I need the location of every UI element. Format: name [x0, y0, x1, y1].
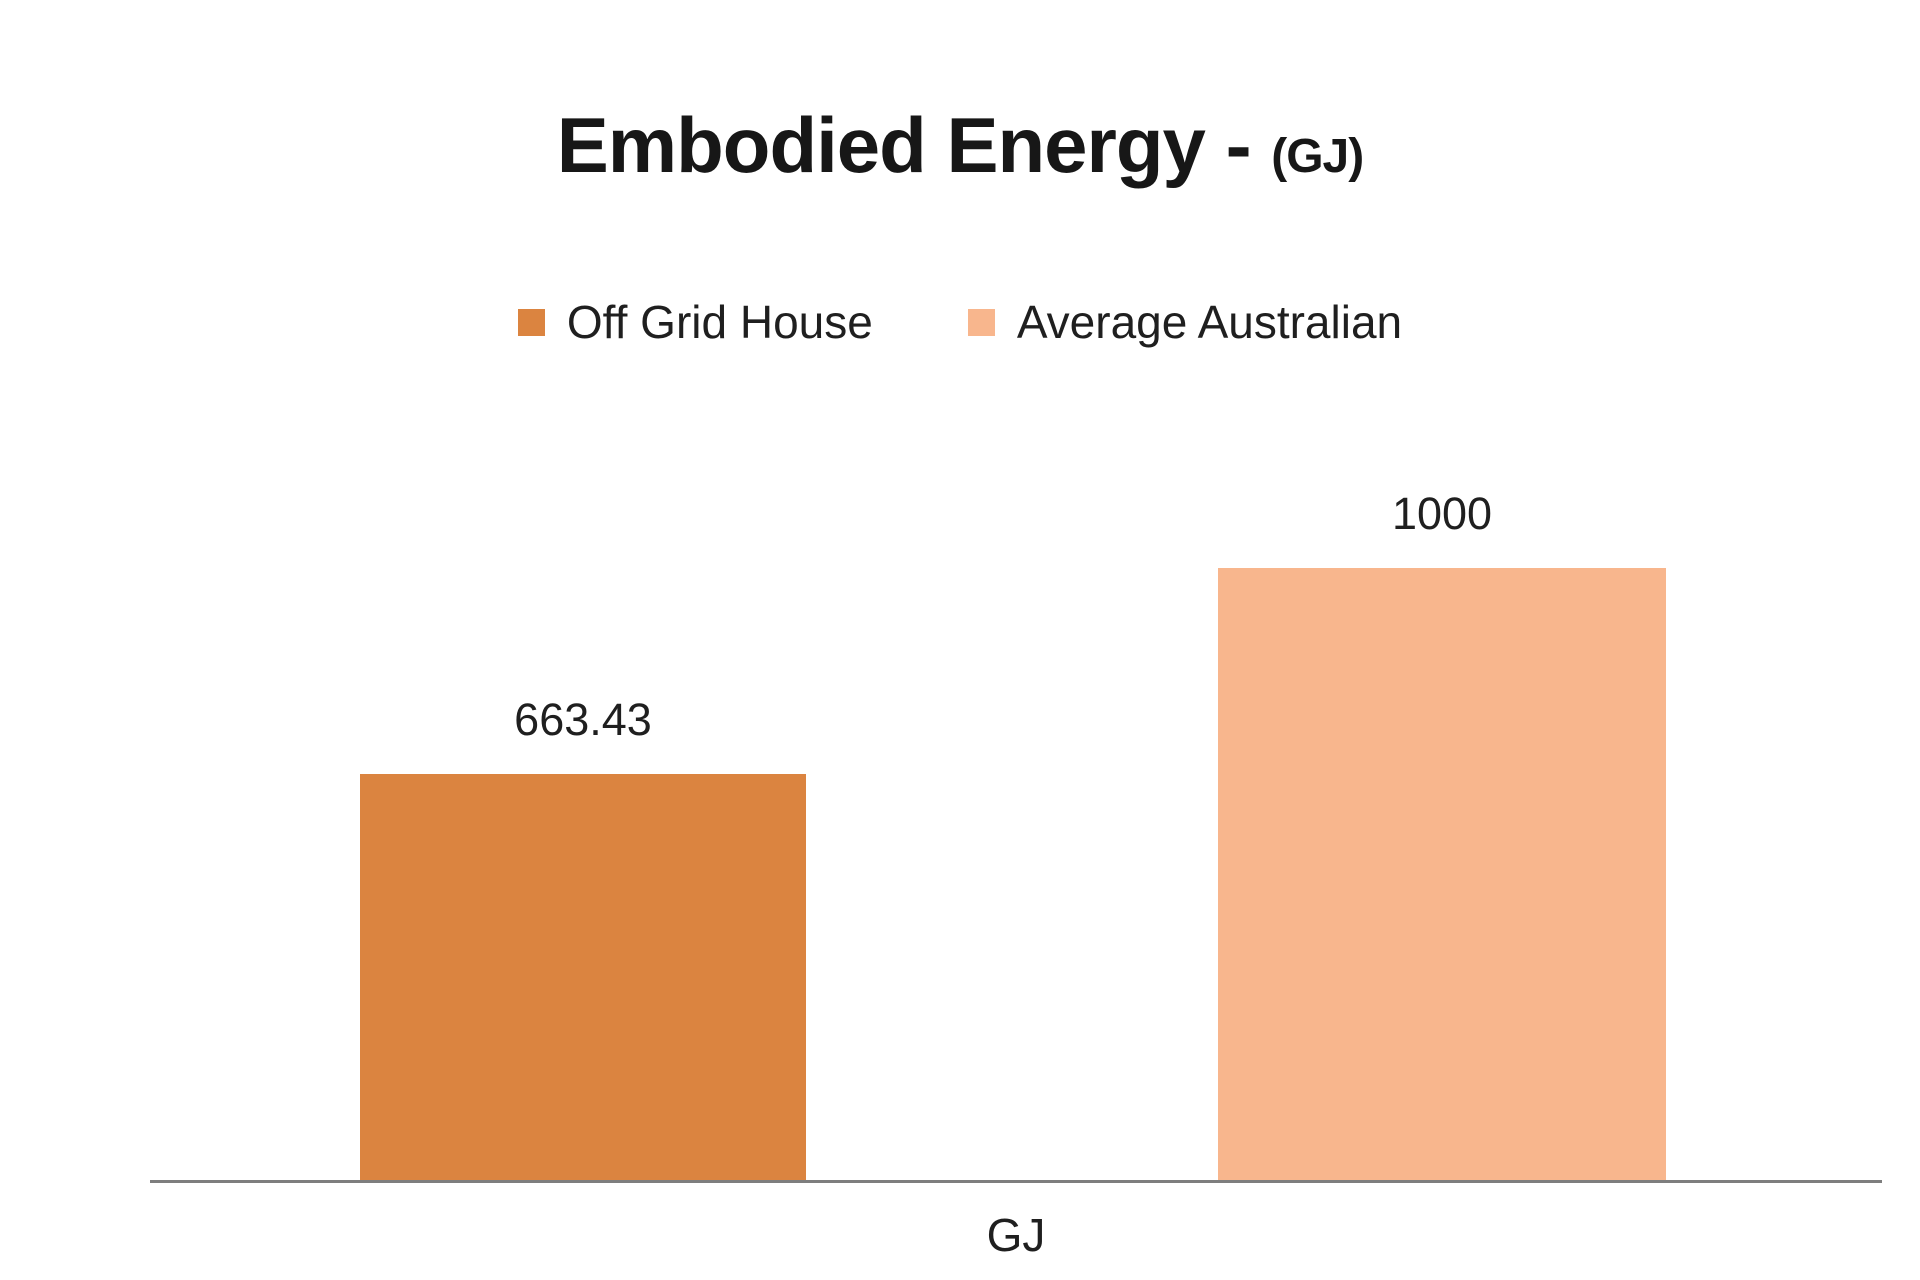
- x-axis-line: [150, 1180, 1882, 1183]
- legend-item-off-grid-house: Off Grid House: [517, 295, 873, 349]
- legend-label-off-grid-house: Off Grid House: [566, 296, 873, 348]
- bar-average-australian: [1218, 568, 1666, 1180]
- bar-value-label-average-australian: 1000: [1391, 488, 1493, 539]
- x-axis-category-label: GJ: [986, 1209, 1046, 1261]
- legend-item-average-australian: Average Australian: [967, 295, 1403, 349]
- bar-group-average-australian: 1000: [1218, 488, 1666, 1180]
- bar-group-off-grid-house: 663.43: [360, 694, 806, 1180]
- chart-title: Embodied Energy - (GJ): [0, 100, 1920, 191]
- legend-swatch-average-australian: [967, 308, 995, 336]
- chart-legend: Off Grid House Average Australian: [0, 295, 1920, 349]
- bar-off-grid-house: [360, 774, 806, 1180]
- chart-title-unit: (GJ): [1271, 130, 1364, 183]
- bar-value-label-off-grid-house: 663.43: [514, 694, 652, 745]
- legend-swatch-off-grid-house: [517, 308, 545, 336]
- chart-title-text: Embodied Energy -: [556, 101, 1252, 189]
- legend-label-average-australian: Average Australian: [1016, 296, 1403, 348]
